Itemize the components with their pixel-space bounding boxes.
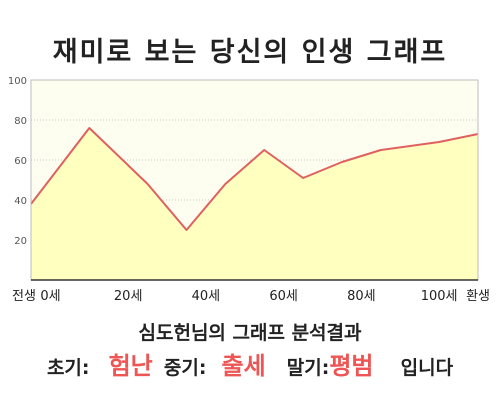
late-stage-value: 평범 (329, 352, 374, 380)
y-tick-label: 40 (14, 196, 27, 207)
chart-title: 재미로 보는 당신의 인생 그래프 (52, 37, 448, 68)
y-tick-label: 80 (14, 116, 27, 127)
x-tick-label: 40세 (192, 289, 221, 304)
x-tick-label: 0세 (40, 289, 60, 304)
x-tick-label: 전생 (12, 289, 36, 304)
series-area-fill (31, 128, 478, 280)
late-stage-label: 말기: (286, 357, 330, 379)
y-tick-label: 100 (8, 76, 27, 87)
x-tick-label: 20세 (114, 289, 143, 304)
early-stage-value: 험난 (108, 352, 153, 380)
x-tick-label: 80세 (347, 289, 376, 304)
mid-stage-label: 중기: (163, 357, 207, 379)
x-tick-labels: 전생 0세 20세 40세 60세 80세 100세 환생 (12, 289, 490, 304)
result-heading: 심도헌님의 그래프 분석결과 (138, 322, 362, 344)
x-tick-label: 60세 (269, 289, 298, 304)
result-summary: 초기: 험난 중기: 출세 말기:평범 입니다 (0, 346, 500, 381)
mid-stage-value: 출세 (221, 352, 266, 380)
y-tick-labels: 20 40 60 80 100 (8, 76, 27, 247)
x-tick-label: 환생 (466, 289, 490, 304)
x-tick-label: 100세 (421, 289, 458, 304)
series-line (30, 127, 479, 231)
axes (30, 79, 479, 281)
y-tick-label: 60 (14, 156, 27, 167)
early-stage-label: 초기: (46, 357, 90, 379)
result-suffix: 입니다 (400, 357, 454, 379)
y-tick-label: 20 (14, 236, 27, 247)
